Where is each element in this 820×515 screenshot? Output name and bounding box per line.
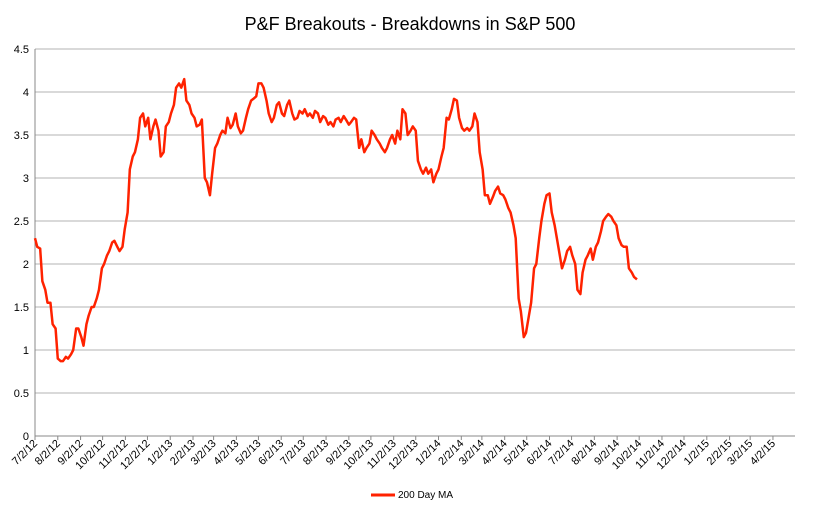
legend: 200 Day MA xyxy=(371,490,453,501)
chart-title: P&F Breakouts - Breakdowns in S&P 500 xyxy=(245,14,576,34)
y-tick-label: 1.5 xyxy=(14,302,29,314)
y-axis-tick-labels: 0 0.5 1 1.5 2 2.5 3 3.5 4 4.5 xyxy=(14,44,29,443)
x-tick-label: 4/2/15 xyxy=(748,438,778,468)
y-tick-label: 3.5 xyxy=(14,130,29,142)
y-tick-label: 2 xyxy=(23,259,29,271)
y-tick-label: 4 xyxy=(23,87,29,99)
series-layer xyxy=(33,77,638,363)
y-tick-label: 0 xyxy=(23,431,29,443)
y-tick-label: 1 xyxy=(23,345,29,357)
x-axis-tick-labels: 7/2/128/2/129/2/1210/2/1211/2/1212/2/121… xyxy=(10,436,778,472)
series-line-200-day-ma xyxy=(33,77,638,363)
gridlines xyxy=(35,48,795,394)
y-tick-label: 2.5 xyxy=(14,216,29,228)
y-tick-label: 3 xyxy=(23,173,29,185)
legend-label-200-day-ma: 200 Day MA xyxy=(398,490,453,501)
y-tick-label: 4.5 xyxy=(14,44,29,56)
y-tick-label: 0.5 xyxy=(14,388,29,400)
